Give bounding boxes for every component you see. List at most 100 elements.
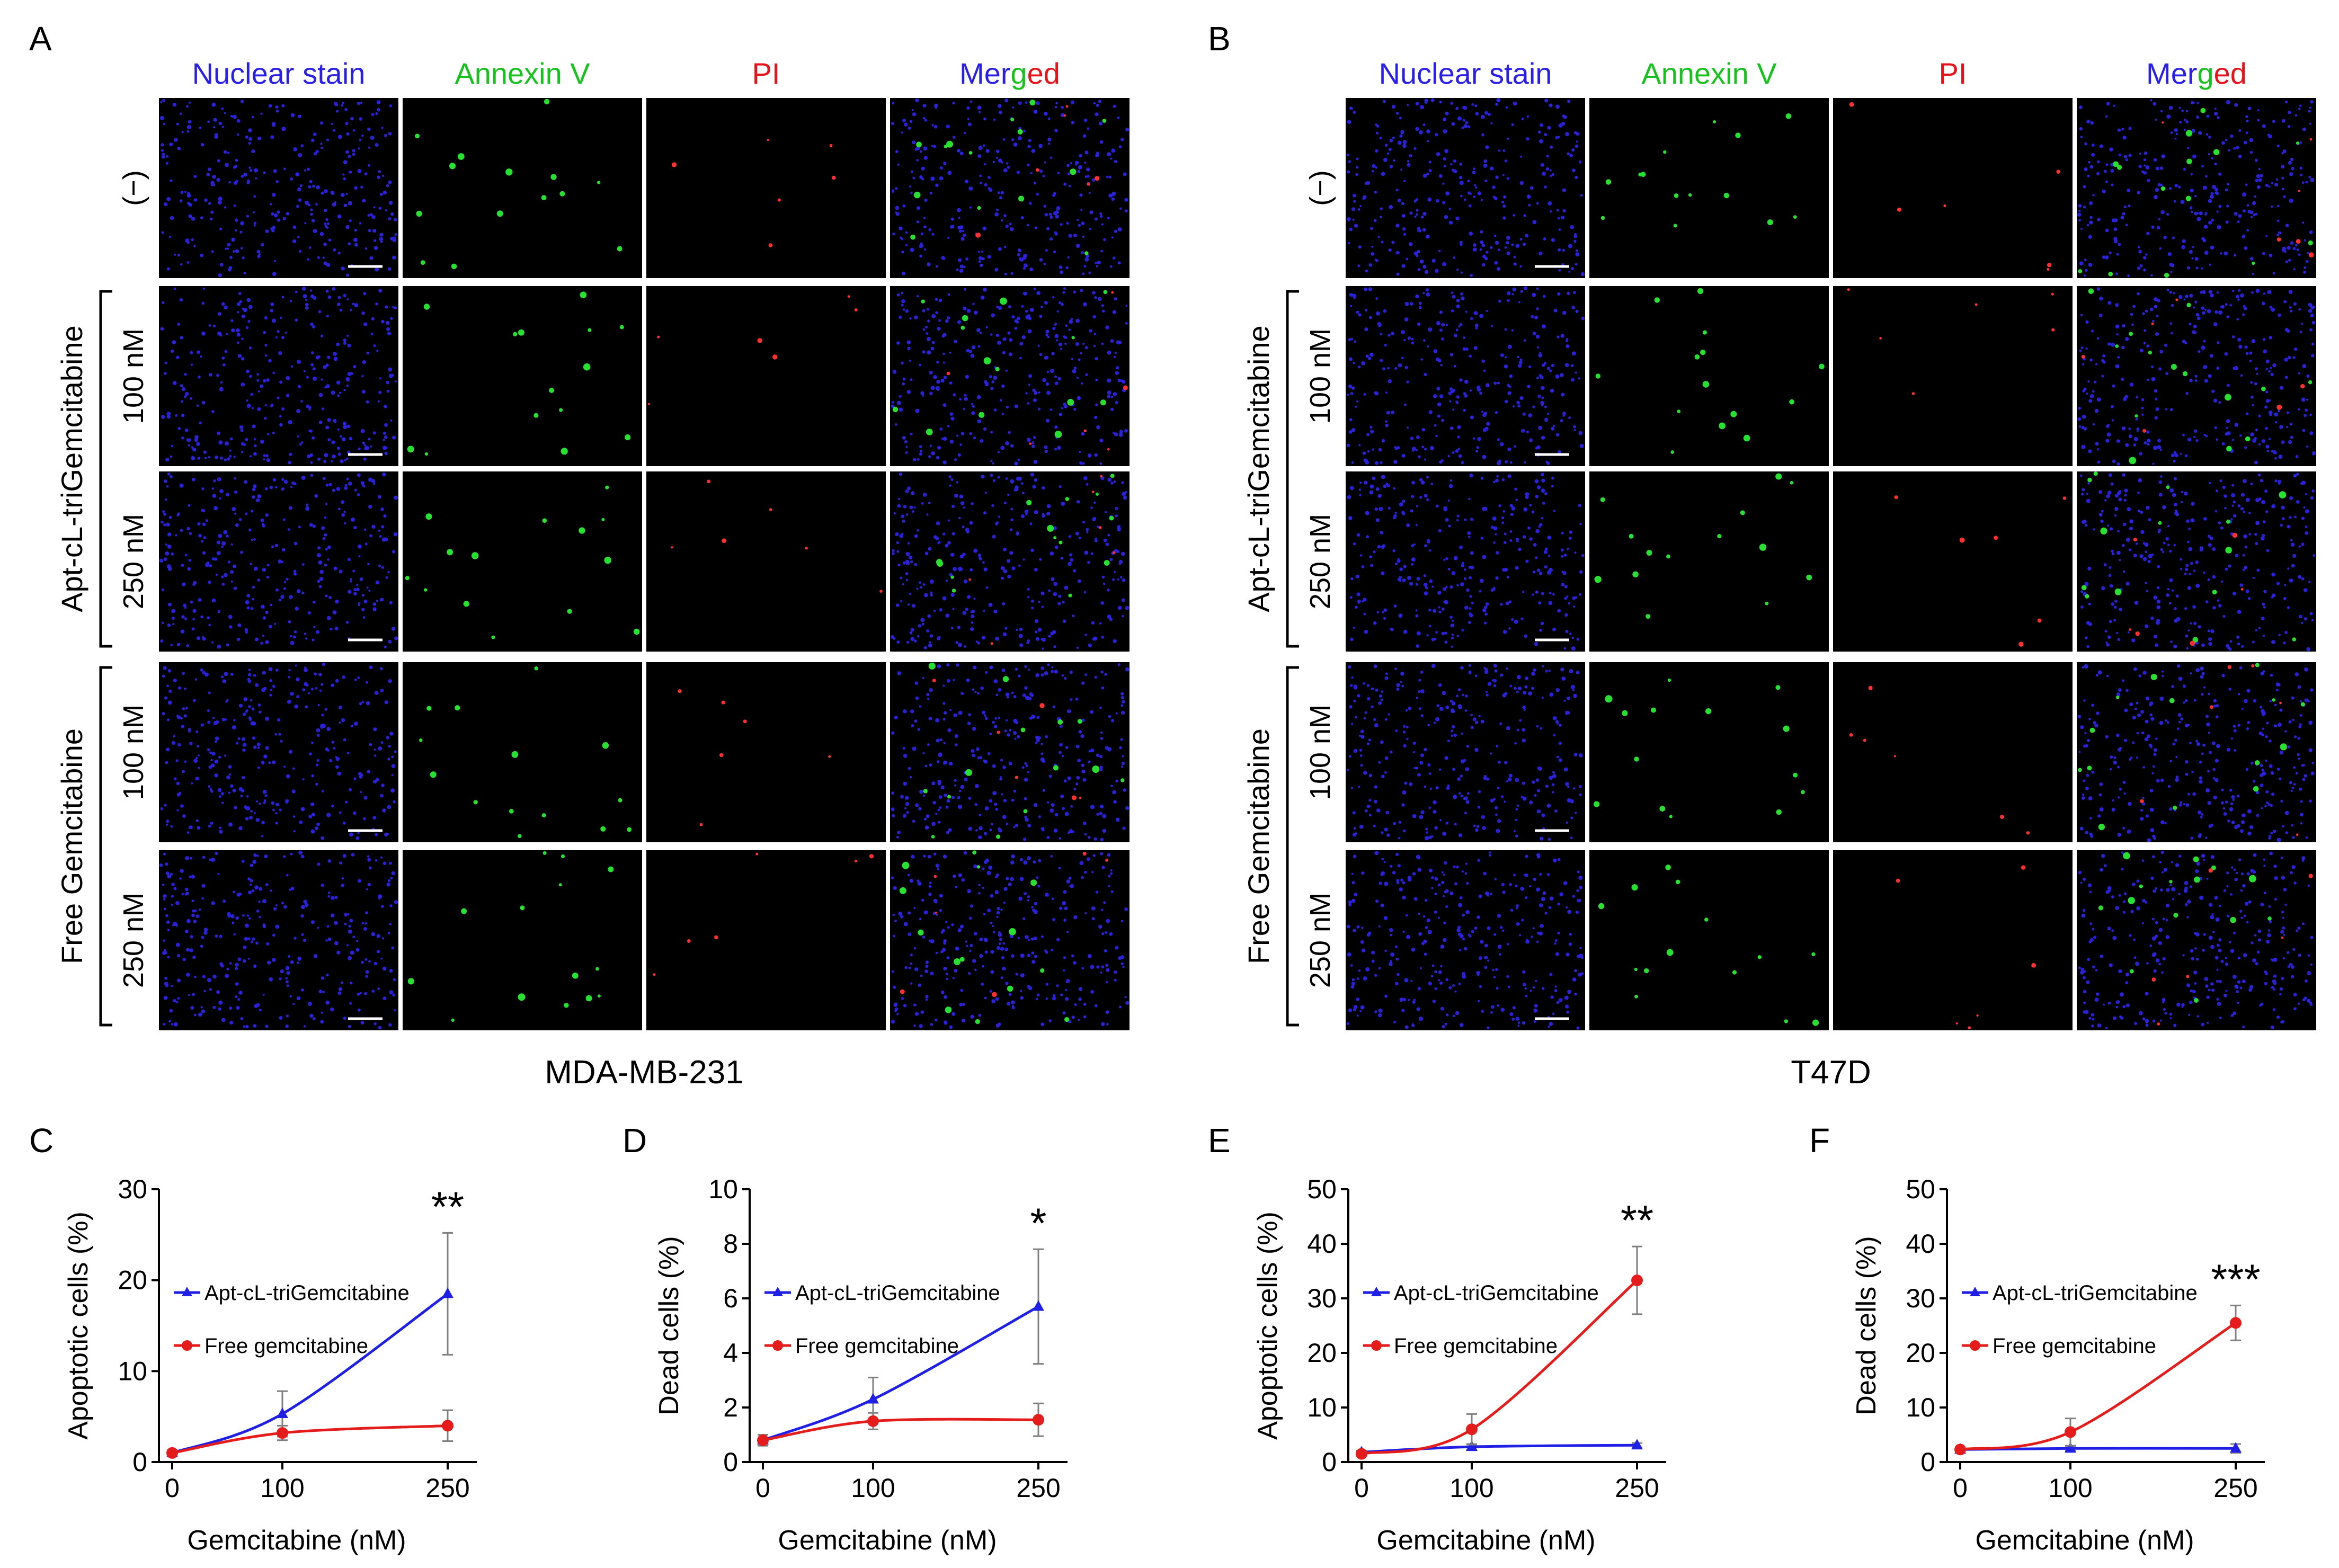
merged-part: g: [1011, 57, 1027, 90]
micrograph-tile-bg: [159, 662, 398, 842]
legend-marker: [1371, 1287, 1382, 1296]
row-label-control: (−): [118, 170, 149, 206]
micrograph-tile-signal: [2077, 663, 2315, 842]
micrograph-tile: [2077, 662, 2316, 842]
merged-part: ed: [1027, 57, 1060, 90]
y-tick-label: 10: [118, 1356, 147, 1386]
panel-letter: E: [1208, 1121, 1231, 1160]
micrograph-tile-signal: [1849, 685, 2030, 835]
micrograph-tile-bg: [1833, 286, 2073, 466]
group-label: Free Gemcitabine: [1242, 728, 1275, 964]
chart-F: F 0 10 20 30 40 50 0 100 250 Gemcitabine (nM) Dead …: [1809, 1121, 2265, 1556]
micrograph-tile-signal: [891, 662, 1130, 842]
micrograph-tile: [1833, 471, 2073, 652]
dose-label: 100 nM: [118, 705, 149, 800]
cell-line-label: T47D: [1791, 1054, 1871, 1091]
micrograph-tile-bg: [646, 850, 886, 1030]
x-tick-label: 250: [425, 1473, 469, 1503]
micrograph-tile: [1589, 662, 1829, 842]
micrograph-tile-signal: [1849, 102, 2060, 271]
micrograph-tile-bg: [646, 286, 886, 466]
micrograph-tile-signal: [159, 850, 398, 1030]
x-axis-label: Gemcitabine (nM): [1376, 1525, 1595, 1556]
micrograph-tile-signal: [419, 666, 632, 839]
micrograph-tile: [646, 98, 886, 278]
y-tick-label: 40: [1307, 1229, 1337, 1259]
series-line: [762, 1418, 1039, 1442]
panel-letter: D: [622, 1121, 647, 1160]
data-point: [166, 1447, 178, 1459]
x-tick-label: 100: [260, 1473, 304, 1503]
group-bracket: [99, 290, 112, 648]
micrograph-tile: [890, 850, 1130, 1030]
chart-E: E 0 10 20 30 40 50 0 100 250 Gemcitabine (nM) Apopt…: [1208, 1121, 1666, 1556]
micrograph-tile-bg: [403, 471, 642, 652]
x-tick-label: 0: [165, 1473, 180, 1503]
y-tick-label: 40: [1906, 1229, 1935, 1259]
micrograph-tile-signal: [891, 473, 1130, 650]
micrograph-tile-signal: [159, 99, 397, 278]
merged-part: Mer: [959, 57, 1010, 90]
y-tick-label: 30: [1906, 1284, 1935, 1313]
panel-letter: B: [1208, 20, 1231, 58]
dose-label: 250 nM: [1304, 514, 1336, 609]
micrograph-tile: [890, 98, 1130, 278]
series-apt: Apt-cL-triGemcitabine: [1954, 1281, 2242, 1454]
micrograph-tile-signal: [2077, 287, 2316, 466]
micrograph-tile: [1346, 471, 1585, 652]
legend-marker: [1970, 1340, 1980, 1351]
micrograph-tile-bg: [890, 286, 1130, 466]
micrograph-tile: [403, 471, 642, 652]
micrograph-tile: [890, 662, 1130, 842]
dose-label: 250 nM: [1304, 893, 1336, 988]
micrograph-tile-signal: [1894, 495, 2067, 647]
micrograph-tile-bg: [1833, 662, 2073, 842]
channel-header: Annexin V: [1641, 57, 1777, 90]
micrograph-tile-signal: [891, 98, 1130, 276]
series-free: Free gemcitabine: [166, 1334, 453, 1459]
x-axis-label: Gemcitabine (nM): [187, 1525, 406, 1556]
legend-label: Free gemcitabine: [1993, 1334, 2156, 1358]
micrograph-tile: [1589, 850, 1829, 1030]
channel-header-merged: Merged: [2146, 57, 2247, 90]
micrograph-tile-signal: [1896, 865, 2036, 1029]
legend-marker: [182, 1287, 192, 1296]
micrograph-tile-bg: [890, 98, 1130, 278]
x-tick-label: 250: [1016, 1473, 1060, 1503]
micrograph-tile: [159, 98, 398, 278]
merged-part: g: [2198, 57, 2214, 90]
micrograph-panel-A: A Nuclear stain Annexin V PI Merged (−) Apt-cL…: [29, 20, 1130, 1091]
data-point: [1033, 1414, 1044, 1426]
data-point: [442, 1420, 453, 1432]
micrograph-tile: [1346, 98, 1585, 278]
micrograph-tile-bg: [1346, 850, 1585, 1030]
micrograph-tile: [1346, 662, 1585, 842]
micrograph-tile: [646, 850, 886, 1030]
y-tick-label: 8: [723, 1229, 738, 1259]
micrograph-tile-signal: [1594, 473, 1812, 619]
micrograph-tile: [646, 471, 886, 652]
y-tick-label: 10: [1307, 1393, 1337, 1422]
y-tick-label: 0: [1322, 1447, 1337, 1477]
micrograph-tile: [890, 471, 1130, 652]
x-tick-label: 0: [1953, 1473, 1968, 1503]
micrograph-tile-signal: [405, 485, 640, 639]
micrograph-tile: [159, 850, 398, 1030]
micrograph-tile-signal: [647, 295, 858, 405]
micrograph-tile-bg: [2077, 98, 2316, 278]
micrograph-tile-signal: [1346, 286, 1585, 466]
micrograph-tile-signal: [678, 689, 831, 826]
data-point: [1033, 1300, 1044, 1311]
series-line: [1361, 1279, 1638, 1455]
micrograph-tile-signal: [2078, 851, 2314, 1029]
micrograph-tile-signal: [159, 473, 398, 649]
y-tick-label: 0: [1920, 1447, 1935, 1477]
dose-label: 100 nM: [118, 328, 149, 424]
legend-marker: [772, 1340, 783, 1351]
micrograph-tile-signal: [160, 287, 397, 465]
series-free: Free gemcitabine: [757, 1334, 1044, 1447]
panel-letter: A: [29, 20, 52, 58]
legend-label: Apt-cL-triGemcitabine: [204, 1281, 410, 1305]
series-line: [172, 1293, 449, 1455]
micrograph-tile-signal: [1347, 473, 1585, 651]
